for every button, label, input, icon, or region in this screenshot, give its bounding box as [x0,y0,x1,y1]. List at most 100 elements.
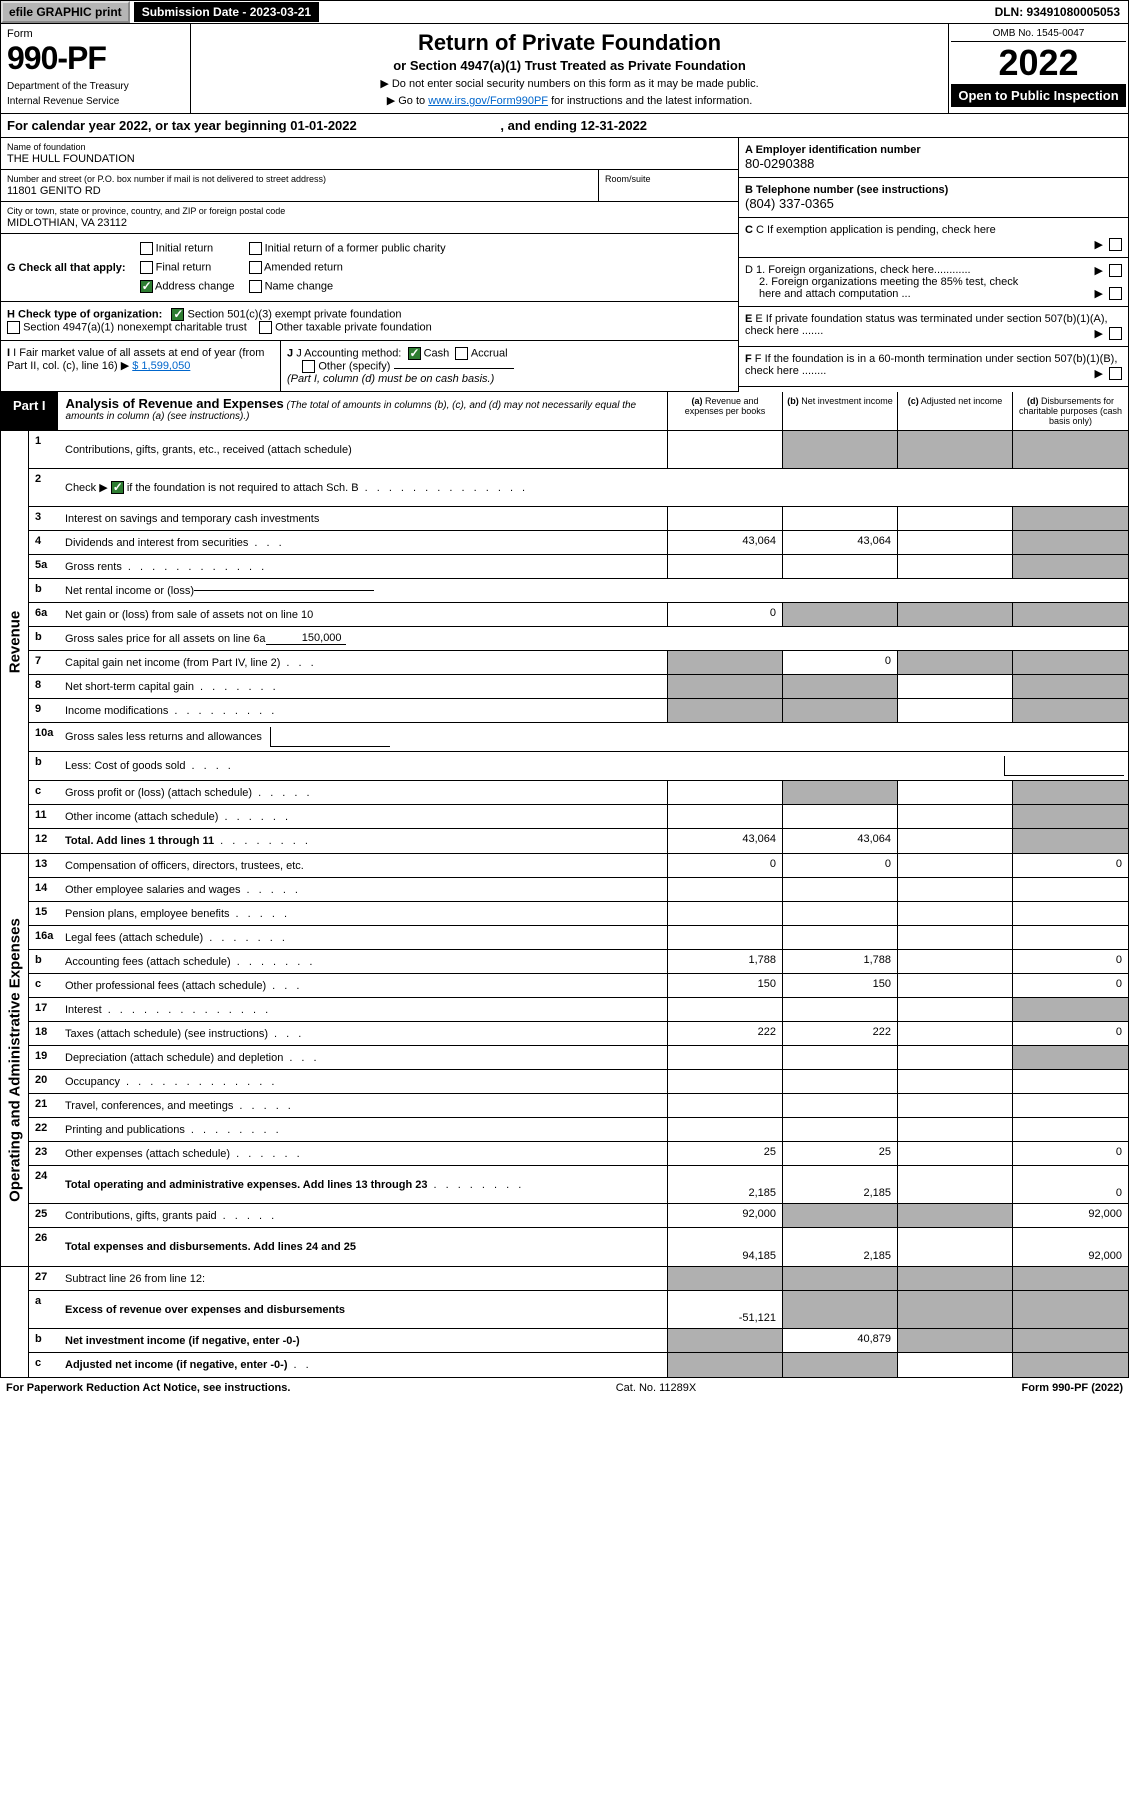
line27-table: 27Subtract line 26 from line 12: aExcess… [0,1267,1129,1378]
c-checkbox[interactable] [1109,238,1122,251]
line-27a: Excess of revenue over expenses and disb… [65,1291,668,1328]
r26d: 92,000 [1013,1228,1128,1266]
accrual-label: Accrual [471,347,508,359]
r18d: 0 [1013,1022,1128,1045]
line-27b: Net investment income (if negative, ente… [65,1329,668,1352]
line-15: Pension plans, employee benefits. . . . … [65,902,668,925]
address-change-checkbox[interactable] [140,280,153,293]
form-number: 990-PF [7,40,184,77]
schb-checkbox[interactable] [111,481,124,494]
other-taxable-label: Other taxable private foundation [275,321,432,333]
fmv-value[interactable]: $ 1,599,050 [132,360,190,372]
f-box: F F If the foundation is in a 60-month t… [739,347,1128,387]
line-16b: Accounting fees (attach schedule). . . .… [65,950,668,973]
initial-former-checkbox[interactable] [249,242,262,255]
col-b-header: Net investment income [801,396,893,406]
4947a1-label: Section 4947(a)(1) nonexempt charitable … [23,321,247,333]
line-9: Income modifications. . . . . . . . . [65,699,668,722]
form-subtitle: or Section 4947(a)(1) Trust Treated as P… [197,58,942,73]
line-4: Dividends and interest from securities. … [65,531,668,554]
line-18: Taxes (attach schedule) (see instruction… [65,1022,668,1045]
col-c-header: Adjusted net income [921,396,1003,406]
r24a: 2,185 [668,1166,783,1203]
line-23: Other expenses (attach schedule). . . . … [65,1142,668,1165]
name-change-checkbox[interactable] [249,280,262,293]
j-label: J Accounting method: [296,347,401,359]
c-box: C C If exemption application is pending,… [739,218,1128,258]
r27bb: 40,879 [783,1329,898,1352]
r6b-val: 150,000 [266,632,346,645]
line-21: Travel, conferences, and meetings. . . .… [65,1094,668,1117]
address-row: Number and street (or P.O. box number if… [1,170,738,202]
d-box: D 1. Foreign organizations, check here..… [739,258,1128,307]
irs-label: Internal Revenue Service [7,96,184,107]
line-27c: Adjusted net income (if negative, enter … [65,1353,668,1377]
d2-checkbox[interactable] [1109,287,1122,300]
line-10c: Gross profit or (loss) (attach schedule)… [65,781,668,804]
other-taxable-checkbox[interactable] [259,321,272,334]
city-cell: City or town, state or province, country… [1,202,738,234]
info-grid: Name of foundation THE HULL FOUNDATION N… [0,138,1129,392]
e-label: E If private foundation status was termi… [745,313,1108,337]
form990pf-link[interactable]: www.irs.gov/Form990PF [428,95,548,107]
e-box: E E If private foundation status was ter… [739,307,1128,347]
r4b: 43,064 [783,531,898,554]
h-row: H Check type of organization: Section 50… [1,302,738,341]
paperwork-notice: For Paperwork Reduction Act Notice, see … [6,1382,290,1394]
initial-return-checkbox[interactable] [140,242,153,255]
cash-checkbox[interactable] [408,347,421,360]
501c3-checkbox[interactable] [171,308,184,321]
initial-return-label: Initial return [156,242,213,254]
4947a1-checkbox[interactable] [7,321,20,334]
r23a: 25 [668,1142,783,1165]
r26b: 2,185 [783,1228,898,1266]
ein-label: A Employer identification number [745,144,921,156]
line-3: Interest on savings and temporary cash i… [65,507,668,530]
line-16a: Legal fees (attach schedule). . . . . . … [65,926,668,949]
goto-post: for instructions and the latest informat… [551,95,752,107]
amended-return-checkbox[interactable] [249,261,262,274]
ssn-warning: ▶ Do not enter social security numbers o… [197,77,942,90]
room-suite-label: Room/suite [598,170,738,201]
r24d: 0 [1013,1166,1128,1203]
street-address: 11801 GENITO RD [7,185,592,197]
r6aa: 0 [668,603,783,626]
r27aa: -51,121 [668,1291,783,1328]
foundation-name-cell: Name of foundation THE HULL FOUNDATION [1,138,738,170]
d1-checkbox[interactable] [1109,264,1122,277]
addr-label: Number and street (or P.O. box number if… [7,174,592,184]
part1-title: Analysis of Revenue and Expenses [66,396,284,411]
goto-pre: ▶ Go to [387,95,428,107]
ein-value: 80-0290388 [745,156,814,171]
r4a: 43,064 [668,531,783,554]
final-return-label: Final return [156,261,212,273]
r13d: 0 [1013,854,1128,877]
line-7: Capital gain net income (from Part IV, l… [65,651,668,674]
phone-value: (804) 337-0365 [745,196,834,211]
revenue-table: Revenue 1Contributions, gifts, grants, e… [0,431,1129,854]
line-19: Depreciation (attach schedule) and deple… [65,1046,668,1069]
final-return-checkbox[interactable] [140,261,153,274]
accrual-checkbox[interactable] [455,347,468,360]
line-5b: Net rental income or (loss) [65,579,1128,602]
line-11: Other income (attach schedule). . . . . … [65,805,668,828]
e-checkbox[interactable] [1109,327,1122,340]
name-change-label: Name change [265,280,334,292]
cal-pre: For calendar year 2022, or tax year begi… [7,118,290,133]
foundation-name: THE HULL FOUNDATION [7,153,732,165]
h-label: H Check type of organization: [7,308,162,320]
city-state-zip: MIDLOTHIAN, VA 23112 [7,217,732,229]
line-10a: Gross sales less returns and allowances [65,723,1128,751]
line-14: Other employee salaries and wages. . . .… [65,878,668,901]
form-title: Return of Private Foundation [197,30,942,56]
efile-print-button[interactable]: efile GRAPHIC print [1,1,130,23]
r16cb: 150 [783,974,898,997]
tax-year: 2022 [951,42,1126,84]
expenses-side-label: Operating and Administrative Expenses [1,854,29,1266]
f-checkbox[interactable] [1109,367,1122,380]
other-method-checkbox[interactable] [302,360,315,373]
r25d: 92,000 [1013,1204,1128,1227]
line-8: Net short-term capital gain. . . . . . . [65,675,668,698]
omb-number: OMB No. 1545-0047 [951,26,1126,42]
r13b: 0 [783,854,898,877]
